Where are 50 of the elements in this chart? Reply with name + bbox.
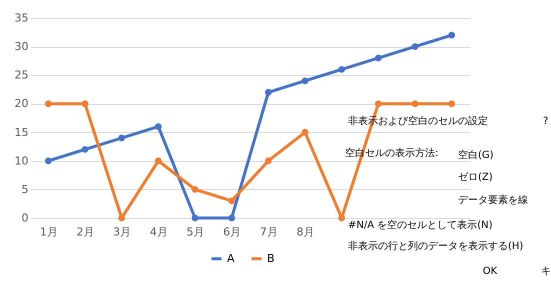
text: #N/A を空のセルとして表示(N) [348, 219, 493, 231]
x-tick-label: 6月 [223, 226, 242, 238]
point [338, 214, 346, 222]
point [192, 186, 198, 193]
point [412, 100, 418, 108]
text: OK [482, 266, 498, 277]
y-tick-label: 10 [14, 154, 28, 168]
x-tick-label: 1月 [40, 226, 58, 238]
x-tick-label: 3月 [113, 226, 132, 238]
point [44, 100, 52, 108]
point [374, 54, 382, 62]
legend-label: A [227, 252, 235, 265]
point [154, 123, 162, 130]
y-tick-label: 0 [22, 212, 28, 224]
x-tick-label: 5月 [186, 226, 204, 238]
y-tick-label: 35 [14, 12, 28, 24]
text: ? [543, 116, 548, 127]
point [192, 214, 198, 222]
text: キ [541, 266, 551, 277]
point [374, 100, 382, 108]
x-tick-label: 4月 [150, 226, 168, 238]
point [264, 158, 272, 164]
y-tick-label: 20 [14, 97, 28, 110]
point [448, 32, 456, 38]
x-tick-label: 2月 [76, 226, 94, 238]
point [228, 214, 236, 222]
x-tick-label: 8月 [296, 226, 314, 238]
point [338, 66, 346, 73]
point [82, 100, 88, 108]
y-tick-label: 5 [22, 182, 28, 196]
point [154, 158, 162, 164]
point [412, 43, 418, 50]
annotation: データ要素を線 [458, 194, 528, 206]
y-tick-label: 25 [14, 68, 28, 82]
x-tick-label: 7月 [260, 226, 278, 238]
legend-label: B [267, 252, 275, 265]
point [118, 134, 126, 142]
annotation: ゼロ(Z) [458, 172, 493, 183]
point [448, 100, 456, 108]
point [228, 198, 236, 204]
y-tick-label: 30 [14, 40, 28, 54]
y-tick-label: 15 [14, 126, 28, 139]
point [302, 128, 308, 136]
point [264, 88, 272, 96]
annotation: 空白(G) [458, 149, 494, 161]
text: 非表示の行と列のデータを表示する(H) [348, 240, 524, 252]
point [302, 78, 308, 84]
point [44, 158, 52, 164]
point [82, 146, 88, 153]
point [118, 214, 126, 222]
